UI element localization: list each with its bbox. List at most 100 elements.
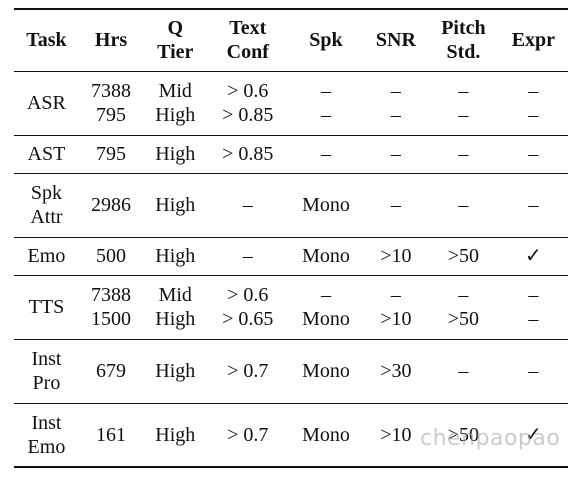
cell-line: TTS: [28, 296, 65, 318]
table-cell: >10: [364, 403, 428, 467]
header-row: Task Hrs Q Tier Text Conf Spk SNR Pitch Std. Expr: [14, 9, 568, 71]
cell-line: –: [458, 104, 469, 126]
cell-line: >50: [447, 308, 480, 330]
cell-line: Mid: [158, 284, 192, 306]
table-cell: Mono: [288, 403, 364, 467]
table-cell: 7388 1500: [79, 275, 143, 339]
table-cell: > 0.85: [207, 135, 288, 173]
table-cell: 2986: [79, 173, 143, 237]
cell-line: Hrs: [94, 29, 128, 52]
cell-line: High: [155, 104, 196, 126]
table-body: ASR 7388 795 Mid High > 0.6 > 0.85– – – – – – – – AST 7…: [14, 71, 568, 467]
watermark: chenpaopao: [420, 426, 561, 451]
cell-line: > 0.85: [222, 104, 274, 126]
cell-line: 795: [96, 104, 126, 126]
table-cell: –: [428, 135, 499, 173]
table-cell: >50: [428, 237, 499, 275]
cell-line: –: [390, 194, 401, 216]
cell-line: >30: [380, 360, 412, 382]
table-row: Emo 500 High – Mono >10 >50 ✓: [14, 237, 568, 275]
cell-line: >50: [447, 245, 480, 267]
cell-line: –: [528, 308, 539, 330]
cell-line: >10: [380, 423, 412, 446]
cell-line: –: [528, 360, 539, 382]
cell-line: Tier: [157, 41, 194, 64]
cell-line: Pro: [32, 372, 61, 394]
table-cell: – –: [499, 71, 568, 135]
cell-line: High: [155, 194, 196, 216]
table-cell: – –: [364, 71, 428, 135]
task-cell: AST: [14, 135, 79, 173]
cell-line: Emo: [27, 435, 66, 458]
table-cell: > 0.7: [207, 339, 288, 403]
cell-line: AST: [27, 143, 66, 165]
cell-line: –: [390, 104, 401, 126]
cell-line: Mono: [302, 194, 350, 216]
cell-line: –: [320, 284, 331, 306]
cell-line: 161: [96, 423, 126, 446]
cell-line: Mono: [302, 245, 350, 267]
cell-line: > 0.6: [227, 80, 269, 102]
table-cell: >10: [364, 237, 428, 275]
task-cell: TTS: [14, 275, 79, 339]
cell-line: Mono: [302, 308, 350, 330]
table-cell: High: [143, 173, 207, 237]
cell-line: 679: [96, 360, 126, 382]
cell-line: –: [528, 143, 539, 165]
table-row: TTS 7388 1500 Mid High > 0.6 > 0.65– Mono – >10– >…: [14, 275, 568, 339]
cell-line: > 0.85: [222, 143, 274, 165]
cell-line: High: [155, 423, 196, 446]
table-cell: –: [499, 135, 568, 173]
table-cell: – >10: [364, 275, 428, 339]
table-row: Spk Attr 2986 High – Mono – – –: [14, 173, 568, 237]
table-cell: > 0.6 > 0.85: [207, 71, 288, 135]
table-cell: 7388 795: [79, 71, 143, 135]
cell-line: Attr: [30, 206, 63, 228]
table-row: ASR 7388 795 Mid High > 0.6 > 0.85– – – – – – – –: [14, 71, 568, 135]
table-cell: >50: [428, 403, 499, 467]
task-cell: Inst Pro: [14, 339, 79, 403]
cell-line: > 0.7: [227, 423, 269, 446]
cell-line: 7388: [91, 284, 131, 306]
table-cell: >30: [364, 339, 428, 403]
cell-line: Mid: [158, 80, 192, 102]
table-cell: > 0.7: [207, 403, 288, 467]
cell-line: Task: [26, 29, 67, 52]
table-cell: –: [428, 173, 499, 237]
cell-line: 2986: [91, 194, 131, 216]
table-cell: –: [364, 173, 428, 237]
cell-line: 500: [96, 245, 126, 267]
cell-line: Mono: [302, 423, 350, 446]
cell-line: > 0.65: [222, 308, 274, 330]
table-cell: ✓: [499, 237, 568, 275]
cell-line: –: [528, 80, 539, 102]
table-row: Inst Pro 679 High > 0.7 Mono >30 – –: [14, 339, 568, 403]
cell-line: Inst: [31, 411, 62, 434]
table-cell: 500: [79, 237, 143, 275]
cell-line: –: [458, 360, 469, 382]
cell-line: 1500: [91, 308, 131, 330]
table-cell: 679: [79, 339, 143, 403]
cell-line: –: [458, 284, 469, 306]
table-cell: – –: [499, 275, 568, 339]
cell-line: Conf: [226, 41, 269, 64]
cell-line: >10: [380, 308, 412, 330]
cell-line: Q: [167, 17, 184, 40]
table-cell: –: [428, 339, 499, 403]
cell-line: 795: [96, 143, 126, 165]
table-cell: High: [143, 237, 207, 275]
header-cell: Task: [14, 9, 79, 71]
table-cell: – –: [428, 71, 499, 135]
cell-line: Spk: [30, 182, 62, 204]
cell-line: > 0.7: [227, 360, 269, 382]
table-cell: Mid High: [143, 71, 207, 135]
header-cell: Pitch Std.: [428, 9, 499, 71]
cell-line: –: [458, 143, 469, 165]
cell-line: Mono: [302, 360, 350, 382]
cell-line: –: [320, 80, 331, 102]
table-cell: – –: [288, 71, 364, 135]
cell-line: –: [390, 284, 401, 306]
table-cell: ✓: [499, 403, 568, 467]
cell-line: Spk: [309, 29, 343, 52]
